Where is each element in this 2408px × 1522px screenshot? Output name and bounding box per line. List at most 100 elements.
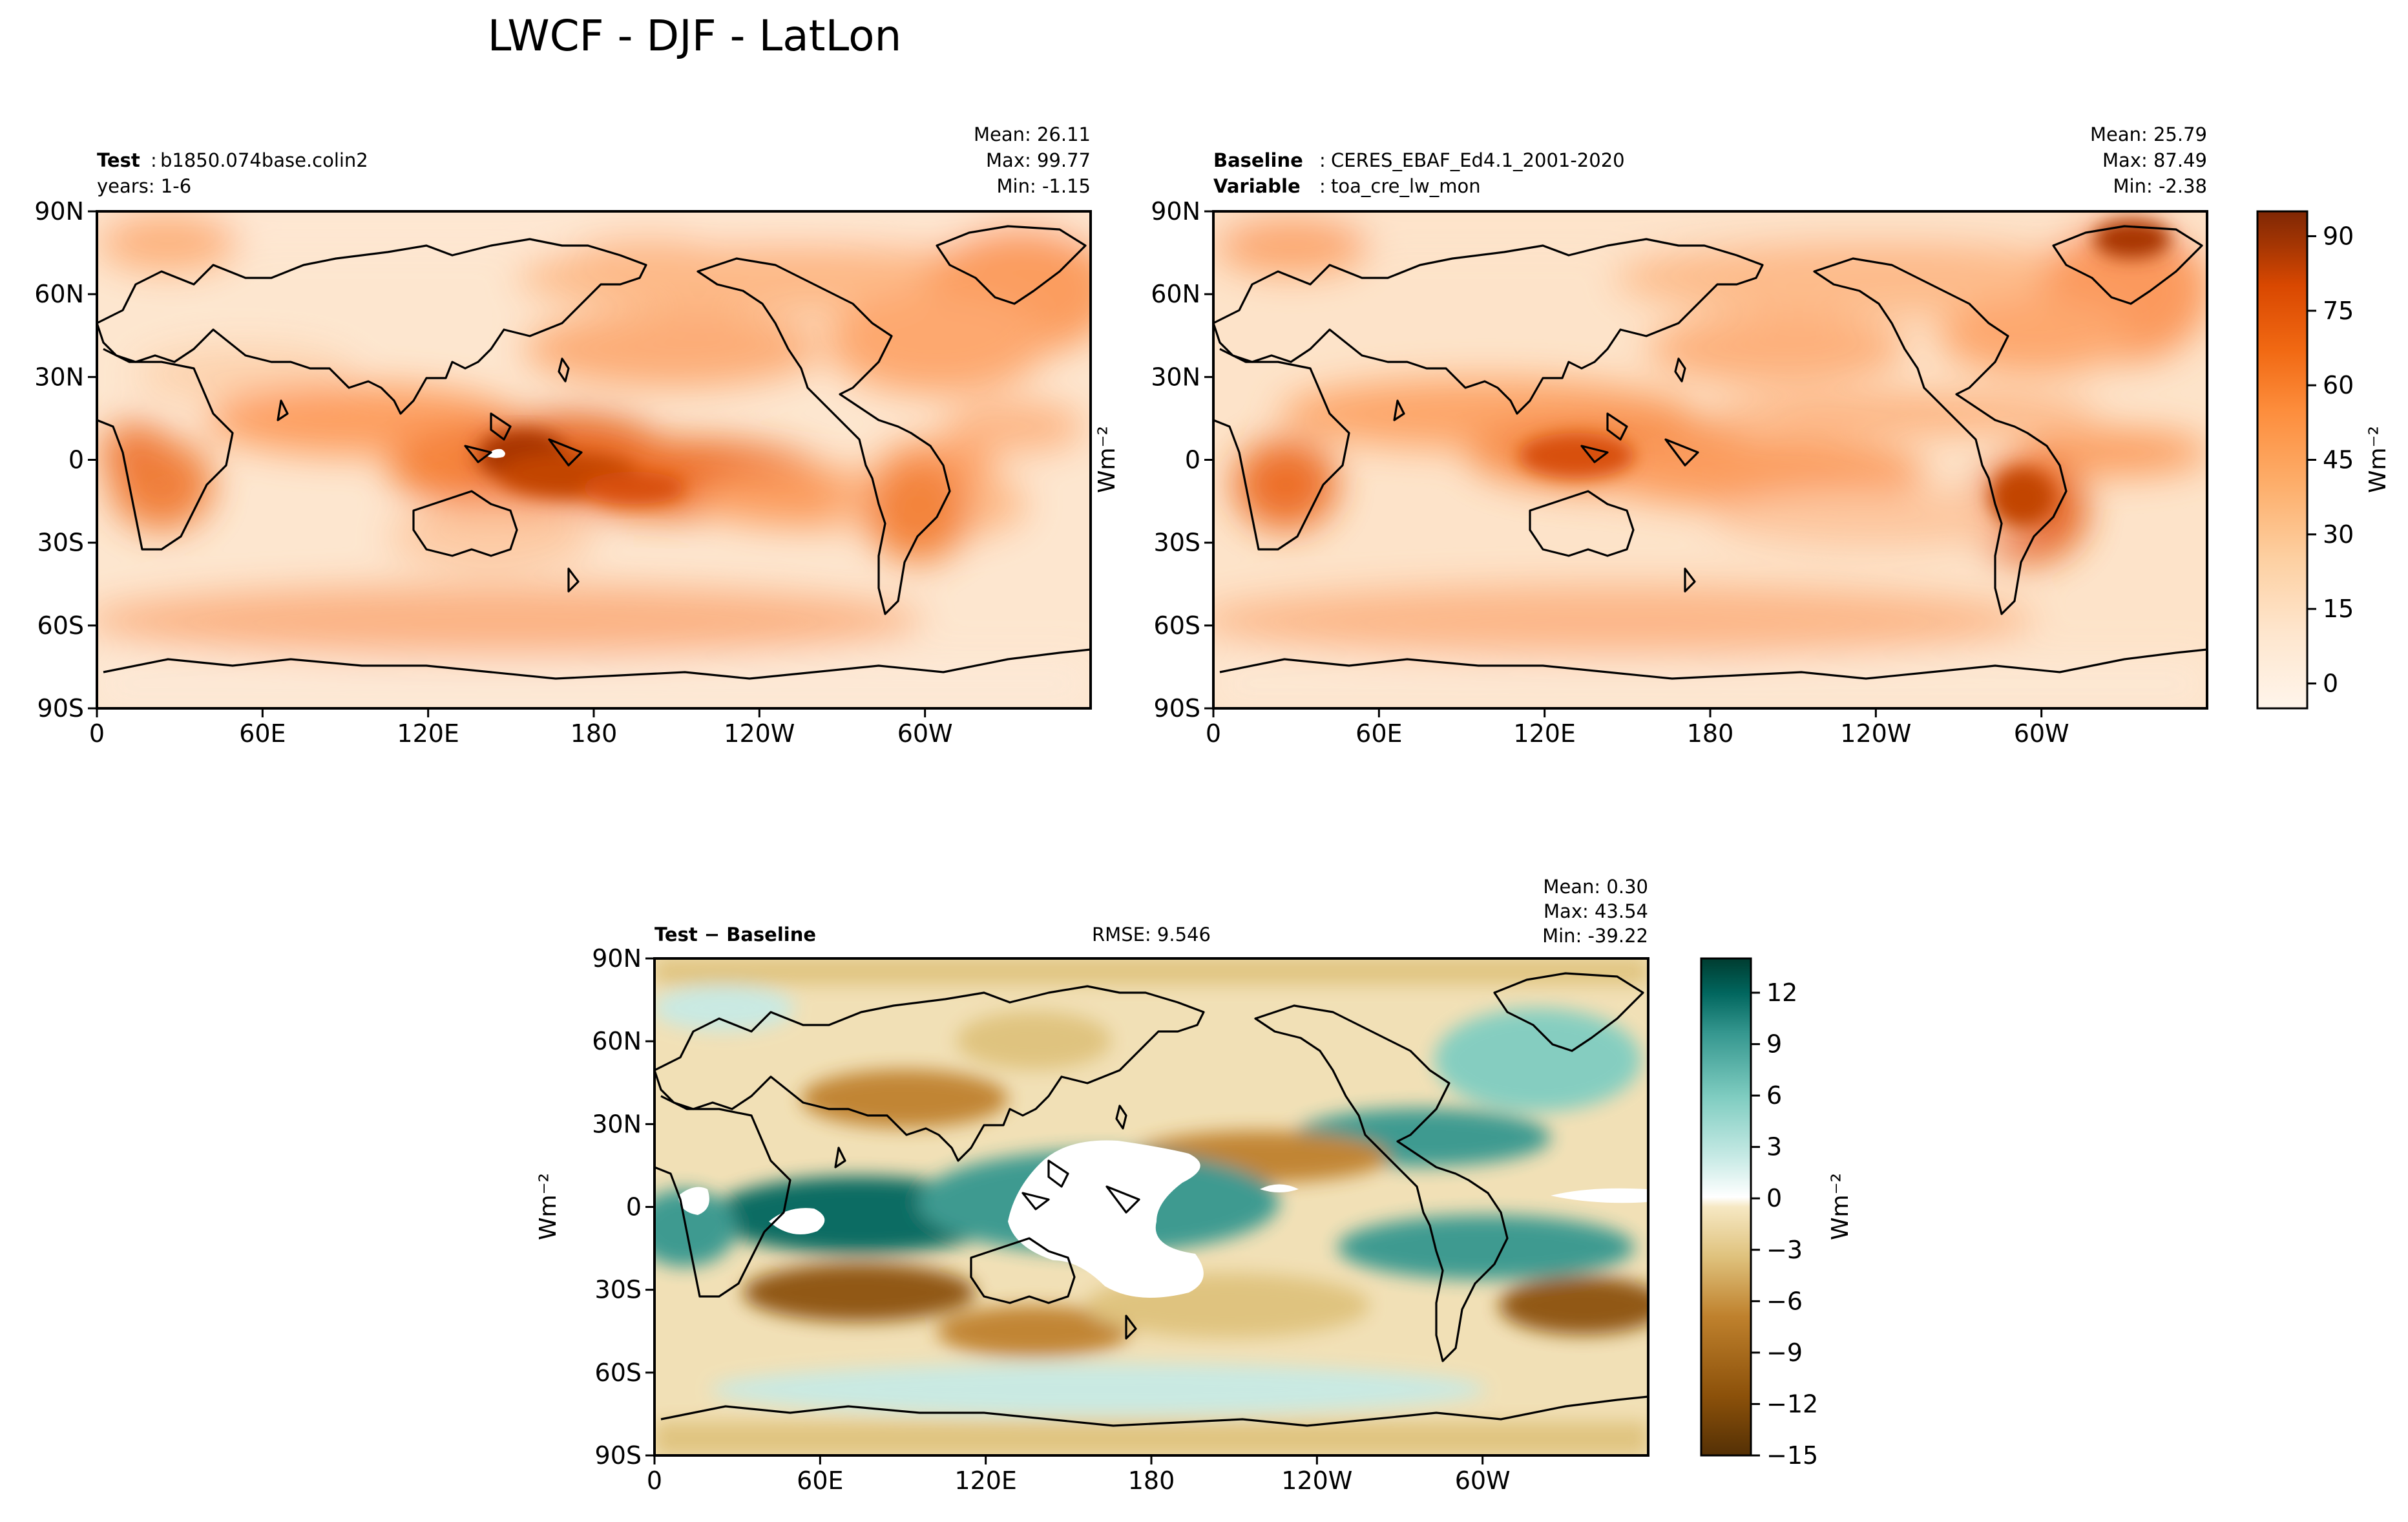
y-tick-label: 0 — [626, 1193, 642, 1221]
test-map-field — [97, 211, 1091, 708]
baseline-mean: Mean: 25.79 — [2090, 123, 2207, 145]
colorbar-tick-label: 12 — [1766, 978, 1797, 1007]
baseline-label-value: CERES_EBAF_Ed4.1_2001-2020 — [1331, 149, 1625, 171]
test-colon: : — [151, 149, 157, 171]
y-tick-label: 30S — [37, 529, 84, 557]
diff-rmse: RMSE: 9.546 — [1092, 924, 1211, 946]
test-years: years: 1-6 — [97, 175, 191, 197]
x-tick-label: 120E — [954, 1466, 1017, 1495]
baseline-ylabel-units: Wm⁻² — [1094, 426, 1120, 493]
test-label-bold: Test — [97, 149, 140, 171]
colorbar-tick-label: 75 — [2323, 297, 2354, 325]
colorbar-bottom-ticks: −15 −12 −9 −6 −3 0 3 6 9 12 — [1751, 978, 1818, 1470]
colorbar-top-gradient — [2256, 210, 2309, 710]
test-max: Max: 99.77 — [986, 149, 1091, 171]
y-tick-label: 60S — [1154, 611, 1200, 640]
baseline-y-ticks: 90N 60N 30N 0 30S 60S 90S — [1151, 197, 1213, 723]
y-tick-label: 60N — [34, 280, 84, 308]
colorbar-tick-label: 0 — [1766, 1184, 1782, 1212]
diff-max: Max: 43.54 — [1544, 900, 1648, 922]
colorbar-tick-label: 45 — [2323, 446, 2354, 474]
test-x-ticks: 0 60E 120E 180 120W 60W — [89, 708, 953, 748]
diff-y-ticks: 90N 60N 30N 0 30S 60S 90S — [592, 944, 654, 1470]
y-tick-label: 60S — [37, 611, 84, 640]
colorbar-bottom-units: Wm⁻² — [1827, 1173, 1854, 1240]
diff-label-bold: Test − Baseline — [654, 924, 816, 946]
colorbar-top-units: Wm⁻² — [2365, 426, 2391, 493]
test-mean: Mean: 26.11 — [974, 123, 1091, 145]
y-tick-label: 90S — [37, 694, 84, 723]
y-tick-label: 90N — [1151, 197, 1200, 226]
baseline-x-ticks: 0 60E 120E 180 120W 60W — [1206, 708, 2069, 748]
baseline-colon: : — [1319, 149, 1326, 171]
x-tick-label: 0 — [1206, 719, 1221, 748]
colorbar-tick-label: 60 — [2323, 371, 2354, 399]
panel-baseline: 0 60E 120E 180 120W 60W 90N 60N 30N 0 30S 60S 90S B… — [1094, 123, 2208, 748]
x-tick-label: 60E — [239, 719, 286, 748]
y-tick-label: 60S — [595, 1358, 642, 1387]
colorbar-bottom: −15 −12 −9 −6 −3 0 3 6 9 12 Wm⁻² — [1700, 957, 1854, 1470]
x-tick-label: 120W — [724, 719, 795, 748]
colorbar-tick-label: 0 — [2323, 670, 2338, 698]
baseline-map-field — [1213, 211, 2207, 708]
colorbar-tick-label: 90 — [2323, 222, 2354, 250]
y-tick-label: 30N — [1151, 363, 1200, 391]
x-tick-label: 0 — [647, 1466, 662, 1495]
panel-test: 0 60E 120E 180 120W 60W 90N 60N 30N 0 30S 60S 90S T… — [34, 123, 1092, 748]
x-tick-label: 60E — [797, 1466, 843, 1495]
baseline-coastlines — [1213, 225, 2207, 680]
test-label-value: b1850.074base.colin2 — [160, 149, 368, 171]
colorbar-tick-label: −3 — [1766, 1236, 1803, 1264]
colorbar-bottom-gradient — [1700, 957, 1752, 1457]
x-tick-label: 60W — [897, 719, 953, 748]
y-tick-label: 30N — [592, 1110, 642, 1138]
y-tick-label: 90N — [592, 944, 642, 973]
colorbar-top-ticks: 0 15 30 45 60 75 90 — [2307, 222, 2354, 698]
diff-coastlines — [654, 972, 1648, 1427]
colorbar-tick-label: −15 — [1766, 1441, 1818, 1470]
test-coastlines — [97, 225, 1091, 680]
diff-mean: Mean: 0.30 — [1543, 876, 1648, 898]
x-tick-label: 60W — [2014, 719, 2069, 748]
colorbar-tick-label: 9 — [1766, 1030, 1782, 1059]
colorbar-tick-label: −6 — [1766, 1287, 1803, 1315]
colorbar-tick-label: 30 — [2323, 520, 2354, 549]
colorbar-tick-label: 15 — [2323, 595, 2354, 623]
figure-title: LWCF - DJF - LatLon — [488, 11, 902, 61]
test-y-ticks: 90N 60N 30N 0 30S 60S 90S — [34, 197, 97, 723]
y-tick-label: 90N — [34, 197, 84, 226]
x-tick-label: 120W — [1840, 719, 1911, 748]
x-tick-label: 120E — [397, 719, 459, 748]
diff-ylabel-units: Wm⁻² — [535, 1173, 561, 1240]
test-min: Min: -1.15 — [997, 175, 1091, 197]
colorbar-tick-label: −12 — [1766, 1390, 1818, 1418]
y-tick-label: 60N — [1151, 280, 1200, 308]
y-tick-label: 90S — [595, 1441, 642, 1470]
y-tick-label: 30S — [1154, 529, 1200, 557]
colorbar-tick-label: −9 — [1766, 1338, 1803, 1367]
x-tick-label: 60W — [1455, 1466, 1511, 1495]
diff-x-ticks: 0 60E 120E 180 120W 60W — [647, 1455, 1511, 1495]
y-tick-label: 60N — [592, 1027, 642, 1055]
baseline-max: Max: 87.49 — [2102, 149, 2207, 171]
baseline-variable-bold: Variable — [1213, 175, 1301, 197]
x-tick-label: 120E — [1513, 719, 1576, 748]
y-tick-label: 30N — [34, 363, 84, 391]
baseline-label-bold: Baseline — [1213, 149, 1303, 171]
baseline-colon-2: : — [1319, 175, 1326, 197]
diff-min: Min: -39.22 — [1542, 925, 1648, 947]
x-tick-label: 60E — [1356, 719, 1402, 748]
y-tick-label: 90S — [1154, 694, 1200, 723]
x-tick-label: 120W — [1281, 1466, 1352, 1495]
colorbar-tick-label: 3 — [1766, 1133, 1782, 1161]
x-tick-label: 180 — [1128, 1466, 1175, 1495]
x-tick-label: 0 — [89, 719, 105, 748]
x-tick-label: 180 — [1687, 719, 1734, 748]
x-tick-label: 180 — [571, 719, 618, 748]
colorbar-tick-label: 6 — [1766, 1081, 1782, 1110]
y-tick-label: 0 — [68, 446, 84, 474]
baseline-min: Min: -2.38 — [2113, 175, 2207, 197]
baseline-variable-value: toa_cre_lw_mon — [1331, 175, 1481, 197]
diff-map-field — [654, 958, 1648, 1455]
